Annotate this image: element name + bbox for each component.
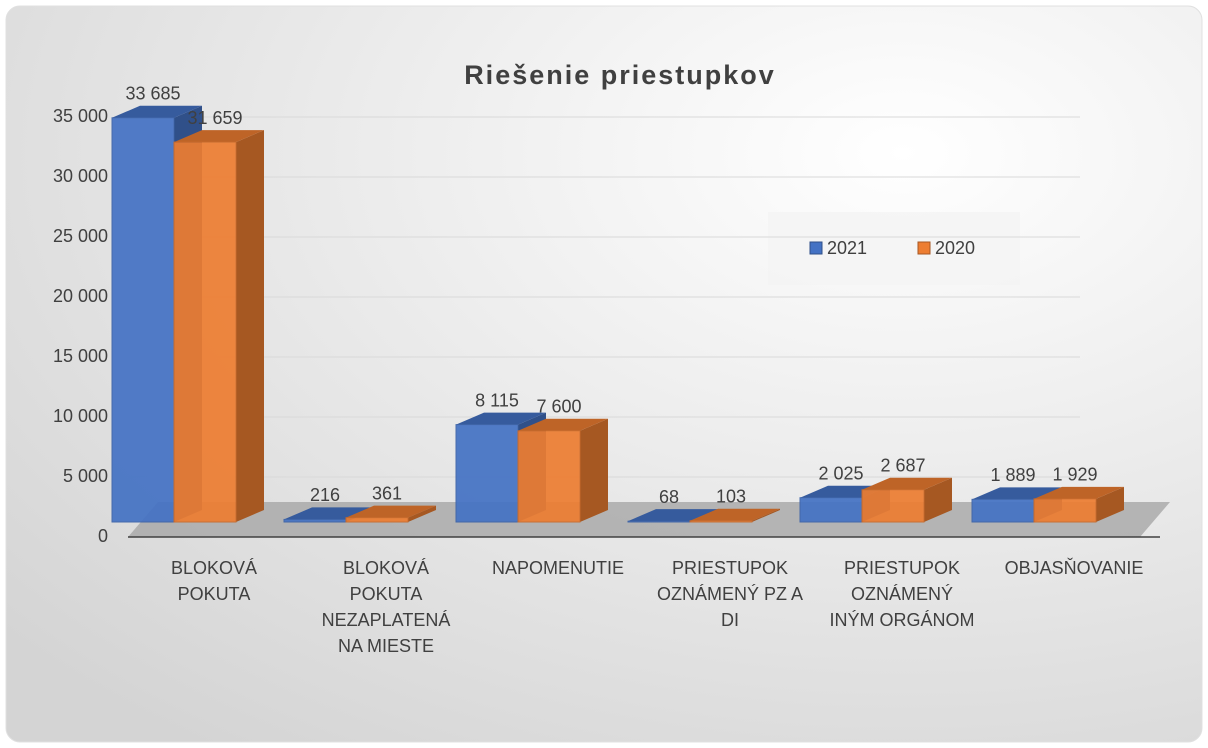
bar-side [924, 477, 952, 522]
bar-side [236, 130, 264, 523]
bar [689, 520, 753, 523]
chart-background [5, 5, 1203, 743]
bar [971, 498, 1035, 523]
bar-top [862, 477, 952, 490]
x-tick-label: BLOKOVÁ POKUTA [170, 558, 258, 604]
bar [627, 520, 691, 523]
bar-top [690, 508, 780, 521]
x-tick-label: OBJASŇOVANIE [1004, 558, 1144, 578]
x-tick-label: BLOKOVÁ POKUTA NEZAPLATENÁ NA MIESTE [321, 558, 451, 656]
bar [861, 489, 925, 523]
data-label: 216 [310, 485, 340, 505]
data-label: 33 685 [125, 84, 180, 104]
bar-top [456, 412, 546, 425]
chart-title: Riešenie priestupkov [464, 60, 776, 90]
data-label: 31 659 [187, 108, 242, 128]
y-tick-label: 15 000 [53, 346, 108, 366]
bar-side [1096, 486, 1124, 522]
bar [173, 141, 237, 523]
bar [799, 497, 863, 523]
bar-top [346, 505, 436, 518]
bar-top [518, 418, 608, 431]
legend-label: 2020 [935, 238, 975, 258]
bar-side [580, 418, 608, 522]
bar-top [112, 105, 202, 118]
legend-box [768, 212, 1020, 285]
bar-top [628, 509, 718, 522]
bar [283, 518, 347, 523]
legend-swatch [809, 241, 823, 255]
bar-top [174, 130, 264, 143]
y-tick-label: 35 000 [53, 106, 108, 126]
data-label: 103 [716, 487, 746, 507]
y-tick-label: 10 000 [53, 406, 108, 426]
bar [517, 430, 581, 523]
y-tick-label: 5 000 [63, 466, 108, 486]
y-tick-label: 25 000 [53, 226, 108, 246]
bar-top [1034, 486, 1124, 499]
data-label: 8 115 [475, 390, 519, 410]
bar [111, 117, 175, 523]
data-label: 7 600 [536, 397, 581, 417]
data-label: 68 [659, 487, 679, 507]
bar [455, 424, 519, 523]
x-tick-label: NAPOMENUTIE [491, 558, 624, 578]
data-label: 1 929 [1052, 465, 1097, 485]
data-label: 2 025 [818, 463, 863, 483]
bar [345, 517, 409, 523]
data-label: 361 [372, 483, 402, 503]
y-tick-label: 30 000 [53, 166, 108, 186]
bar-side [408, 505, 436, 522]
y-tick-label: 20 000 [53, 286, 108, 306]
bar-side [752, 508, 780, 522]
x-tick-label: PRIESTUPOK OZNÁMENÝ PZ A DI [656, 558, 804, 630]
x-tick-label: PRIESTUPOK OZNÁMENÝ INÝM ORGÁNOM [829, 558, 975, 630]
y-tick-label: 0 [98, 526, 108, 546]
data-label: 1 889 [990, 465, 1035, 485]
bar-top [972, 487, 1062, 500]
legend-label: 2021 [827, 238, 867, 258]
legend-swatch [917, 241, 931, 255]
data-label: 2 687 [880, 456, 925, 476]
bar [1033, 498, 1097, 523]
